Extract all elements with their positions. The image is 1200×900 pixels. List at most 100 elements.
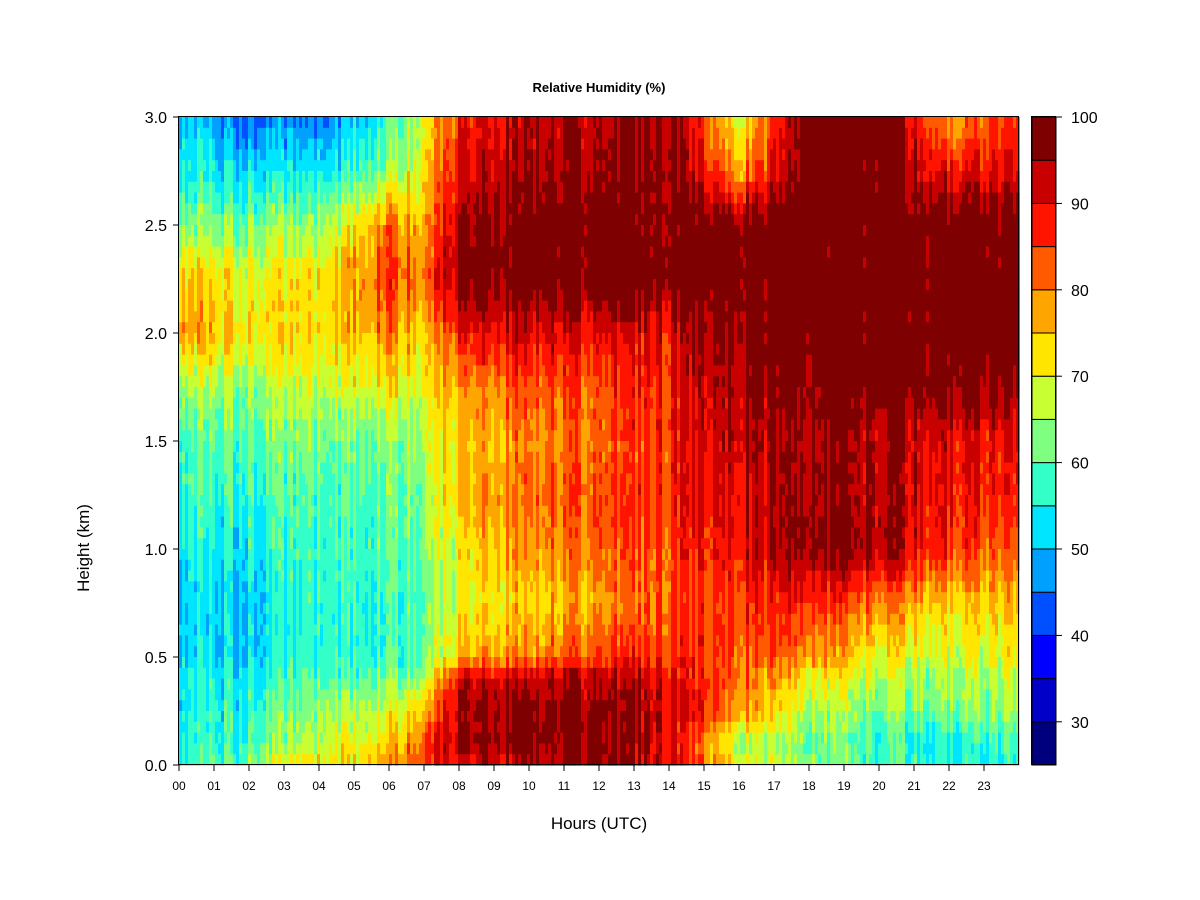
heatmap-cell	[218, 451, 222, 464]
heatmap-cell	[242, 678, 246, 690]
heatmap-cell	[221, 581, 225, 593]
heatmap-cell	[218, 505, 222, 518]
heatmap-cell	[230, 311, 234, 323]
heatmap-cell	[182, 721, 186, 734]
heatmap-cell	[239, 473, 243, 485]
heatmap-cell	[245, 365, 249, 377]
heatmap-cell	[233, 289, 237, 302]
heatmap-cell	[209, 451, 213, 464]
heatmap-cell	[200, 419, 204, 431]
heatmap-cell	[185, 365, 189, 377]
heatmap-cell	[200, 624, 204, 636]
heatmap-cell	[185, 203, 189, 215]
heatmap-cell	[215, 117, 219, 129]
heatmap-cell	[236, 721, 240, 734]
heatmap-cell	[182, 646, 186, 658]
heatmap-cell	[242, 559, 246, 572]
heatmap-cell	[206, 397, 210, 410]
heatmap-cell	[188, 527, 192, 539]
heatmap-cell	[245, 279, 249, 291]
heatmap-cell	[245, 495, 249, 507]
heatmap-cell	[215, 732, 219, 744]
heatmap-cell	[224, 171, 228, 183]
heatmap-cell	[203, 603, 207, 615]
heatmap-cell	[236, 505, 240, 518]
heatmap-cell	[236, 333, 240, 345]
heatmap-cell	[191, 462, 195, 474]
heatmap-plot-area	[179, 117, 1020, 766]
heatmap-cell	[182, 473, 186, 485]
heatmap-cell	[239, 462, 243, 474]
heatmap-cell	[236, 365, 240, 377]
heatmap-cell	[206, 711, 210, 723]
heatmap-cell	[236, 160, 240, 172]
heatmap-cell	[191, 700, 195, 712]
heatmap-cell	[179, 322, 183, 334]
heatmap-cell	[233, 581, 237, 593]
heatmap-cell	[188, 667, 192, 680]
heatmap-cell	[239, 505, 243, 518]
heatmap-cell	[239, 333, 243, 345]
heatmap-cell	[239, 430, 243, 442]
heatmap-cell	[200, 117, 204, 129]
heatmap-cell	[242, 203, 246, 215]
heatmap-cell	[185, 419, 189, 431]
heatmap-cell	[221, 527, 225, 539]
heatmap-cell	[197, 246, 201, 258]
heatmap-cell	[182, 203, 186, 215]
heatmap-cell	[182, 149, 186, 161]
heatmap-cell	[209, 570, 213, 582]
heatmap-cell	[185, 192, 189, 204]
heatmap-cell	[239, 160, 243, 172]
heatmap-cell	[215, 333, 219, 345]
heatmap-cell	[218, 678, 222, 690]
heatmap-cell	[242, 613, 246, 626]
heatmap-cell	[194, 214, 198, 226]
heatmap-cell	[215, 203, 219, 215]
heatmap-cell	[227, 257, 231, 269]
heatmap-cell	[212, 311, 216, 323]
heatmap-cell	[218, 646, 222, 658]
heatmap-cell	[203, 279, 207, 291]
heatmap-cell	[221, 246, 225, 258]
heatmap-cell	[224, 419, 228, 431]
heatmap-cell	[230, 657, 234, 669]
heatmap-cell	[230, 592, 234, 604]
heatmap-cell	[218, 635, 222, 647]
heatmap-cell	[179, 721, 183, 734]
heatmap-cell	[221, 516, 225, 528]
heatmap-cell	[197, 430, 201, 442]
heatmap-cell	[221, 225, 225, 237]
heatmap-cell	[188, 657, 192, 669]
heatmap-cell	[188, 592, 192, 604]
heatmap-cell	[230, 225, 234, 237]
heatmap-cell	[203, 581, 207, 593]
heatmap-cell	[227, 430, 231, 442]
heatmap-cell	[218, 300, 222, 312]
heatmap-cell	[221, 160, 225, 172]
heatmap-cell	[206, 441, 210, 453]
heatmap-cell	[197, 322, 201, 334]
heatmap-cell	[212, 235, 216, 248]
heatmap-cell	[212, 603, 216, 615]
heatmap-cell	[230, 527, 234, 539]
heatmap-cell	[179, 333, 183, 345]
heatmap-cell	[194, 635, 198, 647]
heatmap-cell	[191, 322, 195, 334]
heatmap-cell	[239, 127, 243, 140]
heatmap-cell	[209, 635, 213, 647]
heatmap-cell	[191, 214, 195, 226]
heatmap-cell	[227, 387, 231, 399]
heatmap-cell	[194, 181, 198, 194]
heatmap-cell	[212, 322, 216, 334]
heatmap-cell	[191, 667, 195, 680]
heatmap-cell	[191, 268, 195, 280]
heatmap-cell	[200, 700, 204, 712]
heatmap-cell	[230, 624, 234, 636]
heatmap-cell	[230, 441, 234, 453]
heatmap-cell	[242, 689, 246, 701]
heatmap-cell	[206, 235, 210, 248]
heatmap-cell	[197, 192, 201, 204]
heatmap-cell	[212, 473, 216, 485]
heatmap-cell	[203, 192, 207, 204]
